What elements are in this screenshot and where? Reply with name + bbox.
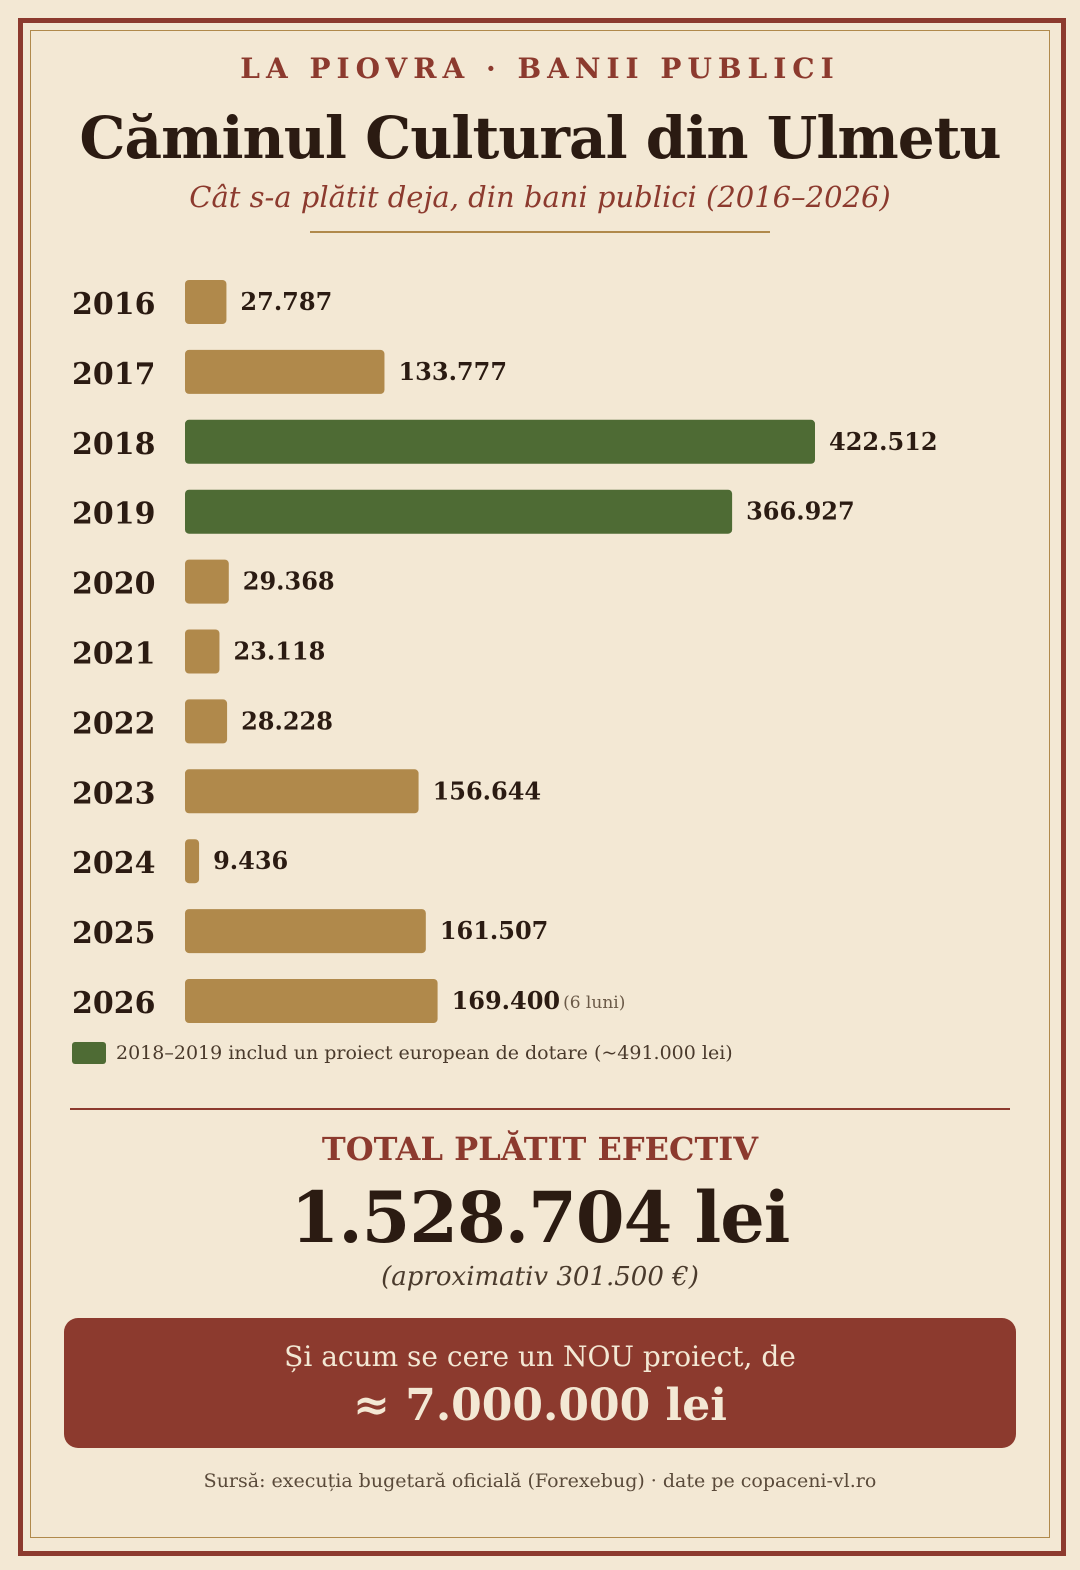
bar-2024 [185, 839, 200, 884]
year-label-2026: 2026 [72, 986, 156, 1021]
legend-swatch-highlight [72, 1042, 106, 1064]
callout-line1: Și acum se cere un NOU proiect, de [284, 1340, 796, 1373]
note-label-2026: (6 luni) [563, 993, 625, 1013]
year-label-2020: 2020 [72, 567, 156, 602]
value-label-2017: 133.777 [398, 357, 507, 386]
total-value: 1.528.704 lei [290, 1176, 791, 1259]
value-label-2024: 9.436 [213, 846, 288, 875]
bar-2018 [185, 419, 815, 464]
year-label-2016: 2016 [72, 287, 156, 322]
value-label-2016: 27.787 [240, 287, 332, 316]
year-label-2025: 2025 [72, 916, 156, 951]
total-approx: (aproximativ 301.500 €) [381, 1262, 699, 1292]
page-subtitle: Cât s-a plătit deja, din bani publici (2… [189, 180, 891, 214]
bar-2025 [185, 909, 426, 954]
value-label-2020: 29.368 [243, 567, 335, 596]
bar-2016 [185, 280, 227, 324]
bar-2022 [185, 699, 228, 744]
bar-2017 [185, 349, 385, 394]
year-label-2017: 2017 [72, 357, 156, 392]
chart-legend: 2018–2019 includ un proiect european de … [72, 1042, 733, 1064]
year-label-2024: 2024 [72, 846, 156, 881]
value-label-2023: 156.644 [433, 776, 542, 805]
title-divider [310, 231, 770, 233]
outer-frame [18, 18, 1066, 1556]
bar-2026 [185, 979, 438, 1023]
bar-2020 [185, 559, 229, 604]
bar-2019 [185, 489, 733, 534]
value-label-2019: 366.927 [746, 497, 855, 526]
total-label: TOTAL PLĂTIT EFECTIV [321, 1130, 759, 1168]
bar-2023 [185, 769, 419, 814]
callout-box: Și acum se cere un NOU proiect, de ≈ 7.0… [64, 1318, 1016, 1448]
year-label-2019: 2019 [72, 497, 156, 532]
year-label-2022: 2022 [72, 706, 156, 741]
value-label-2022: 28.228 [241, 706, 333, 735]
inner-frame [30, 30, 1050, 1538]
page-title: Căminul Cultural din Ulmetu [79, 104, 1001, 172]
bar-2021 [185, 629, 220, 674]
year-label-2018: 2018 [72, 427, 156, 462]
source-note: Sursă: execuția bugetară oficială (Forex… [203, 1470, 877, 1492]
value-label-2025: 161.507 [440, 916, 549, 945]
legend-text: 2018–2019 includ un proiect european de … [116, 1042, 733, 1064]
year-label-2023: 2023 [72, 776, 156, 811]
value-label-2018: 422.512 [829, 427, 938, 456]
section-divider [70, 1108, 1010, 1110]
callout-amount: ≈ 7.000.000 lei [353, 1380, 727, 1431]
value-label-2021: 23.118 [233, 637, 325, 666]
value-label-2026: 169.400 [452, 986, 561, 1015]
bar-chart: 2016 27.787 2017 133.777 2018 422.512 2019 366.… [72, 280, 938, 1023]
kicker: LA PIOVRA · BANII PUBLICI [240, 52, 840, 85]
year-label-2021: 2021 [72, 637, 156, 672]
